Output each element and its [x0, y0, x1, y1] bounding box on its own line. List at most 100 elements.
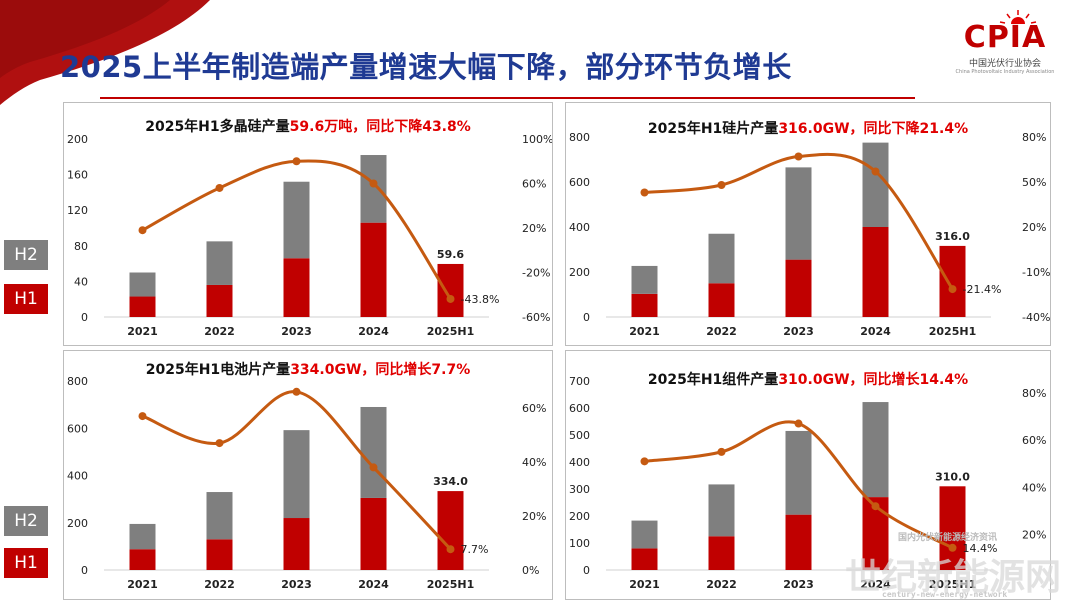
category-label: 2021 [629, 325, 660, 338]
left-axis-tick: 400 [569, 456, 590, 469]
left-axis-tick: 80 [74, 240, 88, 253]
growth-point [871, 502, 880, 511]
category-label: 2025H1 [929, 325, 976, 338]
logo-text: CPIA [963, 20, 1047, 55]
left-axis-tick: 800 [569, 131, 590, 144]
sun-icon [999, 10, 1037, 24]
growth-point [640, 457, 649, 466]
left-axis-tick: 40 [74, 275, 88, 288]
bar-value-label: 310.0 [935, 470, 970, 483]
chart-title-highlight: 316.0GW，同比下降21.4% [778, 121, 969, 137]
legend-h2: H2 [4, 240, 48, 270]
bar-h2 [708, 484, 735, 537]
chart-title-prefix: 2025年H1硅片产量 [647, 121, 779, 137]
left-axis-tick: 100 [569, 537, 590, 550]
category-label: 2024 [860, 325, 891, 338]
left-axis-tick: 0 [81, 564, 88, 577]
growth-point [446, 545, 455, 554]
category-label: 2023 [281, 578, 312, 591]
left-axis-tick: 700 [569, 375, 590, 388]
chart-title-prefix: 2025年H1组件产量 [647, 372, 779, 388]
right-axis-tick: 50% [1022, 176, 1046, 189]
bar-value-label: 59.6 [437, 248, 464, 261]
right-axis-tick: 40% [1022, 481, 1046, 494]
left-axis-tick: 200 [67, 133, 88, 146]
growth-point [717, 447, 726, 456]
bar-h2 [360, 406, 387, 498]
category-label: 2023 [281, 325, 312, 338]
bar-value-label: 316.0 [935, 230, 970, 243]
line-value-label: -43.8% [461, 293, 500, 306]
left-axis-tick: 600 [569, 176, 590, 189]
bar-value-label: 334.0 [433, 475, 468, 488]
right-axis-tick: 20% [1022, 529, 1046, 542]
left-axis-tick: 200 [569, 266, 590, 279]
chart-title-highlight: 59.6万吨，同比下降43.8% [289, 119, 471, 135]
left-axis-tick: 600 [67, 422, 88, 435]
chart-title-highlight: 310.0GW，同比增长14.4% [778, 372, 969, 388]
bar-h1 [708, 536, 735, 570]
category-label: 2023 [783, 325, 814, 338]
line-value-label: 14.4% [963, 542, 998, 555]
chart-svg: 0 40 80 120 160 200 -60% -20% 20% 60% 100% 2021 2022… [67, 133, 552, 338]
growth-point [138, 412, 147, 421]
left-axis-tick: 400 [67, 470, 88, 483]
bar-h1 [437, 491, 464, 570]
left-axis-tick: 0 [583, 311, 590, 324]
bar-h2 [631, 520, 658, 549]
growth-point [215, 183, 224, 192]
bar-h2 [785, 430, 812, 515]
bar-h2 [283, 181, 310, 259]
legend-h1: H1 [4, 284, 48, 314]
growth-point [215, 439, 224, 448]
chart-title: 2025年H1硅片产量316.0GW，同比下降21.4% [566, 118, 1050, 138]
category-label: 2021 [629, 578, 660, 591]
category-label: 2022 [706, 578, 737, 591]
bar-h1 [360, 222, 387, 317]
watermark-main: 世纪新能源网 [845, 556, 1062, 598]
logo-cn: 中国光伏行业协会 [968, 59, 1041, 69]
left-axis-tick: 200 [67, 517, 88, 530]
growth-point [369, 179, 378, 188]
bar-h1 [283, 518, 310, 570]
bar-h1 [631, 293, 658, 317]
bar-h1 [708, 283, 735, 317]
bar-h1 [129, 549, 156, 570]
chart-title-prefix: 2025年H1多晶硅产量 [145, 119, 290, 135]
category-label: 2021 [127, 578, 158, 591]
category-label: 2025H1 [929, 578, 976, 591]
growth-point [292, 387, 301, 396]
watermark-sub: century-new-energy-network [882, 590, 1008, 599]
bar-h1 [785, 514, 812, 570]
left-axis-tick: 400 [569, 221, 590, 234]
growth-point [138, 226, 147, 235]
category-label: 2024 [860, 578, 891, 591]
category-label: 2022 [706, 325, 737, 338]
growth-point [794, 152, 803, 161]
growth-point [948, 285, 957, 294]
left-axis-tick: 0 [583, 564, 590, 577]
bar-h1 [862, 227, 889, 317]
bar-h2 [206, 241, 233, 285]
growth-point [369, 463, 378, 472]
right-axis-tick: -10% [1022, 266, 1050, 279]
category-label: 2022 [204, 325, 235, 338]
bar-h2 [283, 430, 310, 519]
bar-h2 [129, 272, 156, 297]
right-axis-tick: -20% [522, 267, 550, 280]
left-axis-tick: 800 [67, 375, 88, 388]
right-axis-tick: 100% [522, 133, 552, 146]
chart-svg: 0 200 400 600 800 0% 20% 40% 60% 2021 2022 2023 2024… [67, 375, 546, 591]
chart-panel-wafer: 2025年H1硅片产量316.0GW，同比下降21.4% 0 200 400 600 8… [565, 102, 1051, 346]
left-axis-tick: 600 [569, 402, 590, 415]
growth-point [292, 157, 301, 166]
legend-h1-bottom: H1 [4, 548, 48, 578]
bar-h2 [862, 142, 889, 227]
bar-h2 [129, 523, 156, 550]
page-title: 2025上半年制造端产量增速大幅下降，部分环节负增长 [60, 50, 792, 84]
chart-panel-module: 2025年H1组件产量310.0GW，同比增长14.4% 0 100 200 300 4… [565, 350, 1051, 600]
chart-title-highlight: 334.0GW，同比增长7.7% [290, 362, 471, 378]
bar-h1 [283, 258, 310, 317]
category-label: 2025H1 [427, 578, 474, 591]
category-label: 2021 [127, 325, 158, 338]
